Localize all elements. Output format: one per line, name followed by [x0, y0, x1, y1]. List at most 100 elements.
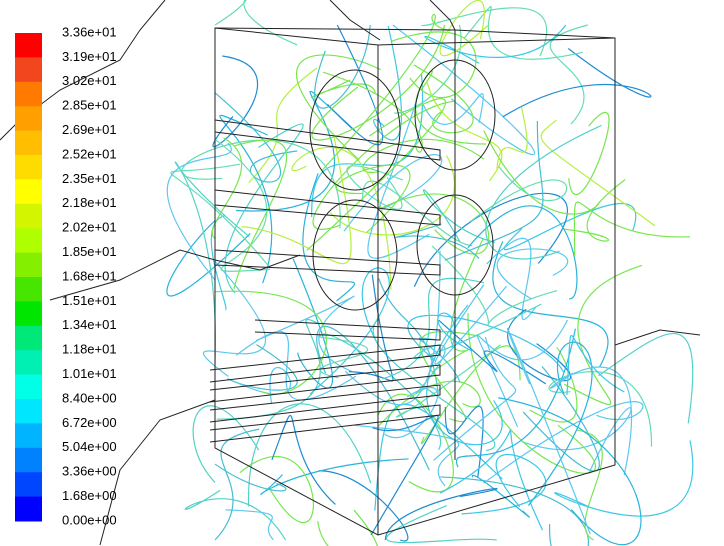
streamline: [568, 111, 610, 196]
box-edge: [377, 37, 616, 46]
streamline: [576, 429, 603, 541]
streamline: [311, 24, 446, 141]
contour-line: [329, 0, 381, 41]
streamline: [317, 509, 378, 546]
colorbar-swatch: [15, 81, 42, 107]
streamline: [239, 456, 315, 524]
streamline: [472, 474, 530, 518]
streamline: [241, 133, 352, 265]
colorbar-label: 1.51e+01: [62, 293, 117, 308]
streamline: [214, 92, 298, 183]
streamline: [214, 463, 287, 492]
streamline: [506, 328, 591, 535]
streamline: [314, 24, 371, 109]
streamline: [302, 173, 356, 302]
shelf: [214, 189, 441, 226]
streamline: [378, 380, 481, 427]
colorbar-swatch: [15, 155, 42, 180]
streamlines: [166, 0, 694, 546]
streamline: [362, 138, 485, 173]
colorbar-swatch: [15, 447, 42, 473]
streamline: [598, 333, 694, 424]
fan: [416, 194, 494, 296]
colorbar-swatch: [15, 325, 42, 351]
contour-line: [429, 0, 456, 31]
streamline: [192, 405, 260, 483]
streamline: [563, 179, 626, 242]
streamline: [382, 277, 485, 380]
colorbar-swatch: [15, 252, 42, 278]
streamline: [212, 55, 259, 148]
streamline: [496, 107, 528, 169]
streamline: [439, 429, 544, 531]
streamline: [438, 319, 547, 385]
streamline: [483, 130, 601, 215]
streamline: [377, 393, 454, 493]
streamline: [431, 245, 558, 326]
shelf: [209, 384, 441, 423]
streamline: [214, 290, 327, 395]
streamline: [503, 202, 637, 251]
colorbar-label: 8.40e+00: [62, 390, 117, 405]
shelf: [214, 119, 441, 161]
streamline: [483, 401, 644, 484]
streamline: [549, 24, 588, 125]
streamline: [235, 331, 357, 401]
streamline: [384, 387, 439, 439]
streamline: [467, 312, 596, 474]
streamline: [291, 146, 392, 290]
streamline: [422, 189, 495, 243]
streamline: [421, 7, 548, 57]
colorbar-label: 3.19e+01: [62, 49, 117, 64]
colorbar-swatch: [15, 33, 42, 58]
colorbar-label: 2.18e+01: [62, 195, 117, 210]
streamline: [407, 314, 565, 374]
shelf: [214, 249, 441, 276]
streamline: [211, 137, 243, 240]
streamline: [426, 304, 503, 446]
shelf: [209, 404, 441, 443]
streamline: [444, 120, 544, 261]
streamline: [170, 163, 270, 267]
streamline: [296, 54, 381, 161]
colorbar-label: 1.34e+01: [62, 317, 117, 332]
streamline: [463, 5, 583, 60]
colorbar-swatch: [15, 130, 42, 156]
streamline: [378, 278, 439, 394]
streamline: [319, 336, 368, 379]
streamline: [237, 366, 291, 404]
streamline: [309, 267, 390, 395]
colorbar-label: 2.69e+01: [62, 122, 117, 137]
streamline: [554, 440, 694, 517]
streamline: [214, 0, 298, 46]
streamline: [566, 335, 625, 396]
streamline: [485, 124, 602, 260]
streamline: [214, 138, 271, 272]
streamline: [422, 93, 484, 125]
streamline: [461, 454, 547, 515]
streamline: [433, 336, 517, 461]
streamline: [260, 458, 409, 495]
colorbar-swatch: [15, 106, 42, 132]
streamline: [271, 415, 336, 505]
streamline: [214, 428, 260, 541]
streamline: [346, 165, 404, 210]
streamline: [354, 424, 460, 487]
colorbar-label: 2.52e+01: [62, 146, 117, 161]
colorbar-label: 1.01e+01: [62, 366, 117, 381]
colorbar-swatch: [15, 301, 42, 327]
shelf: [209, 344, 441, 383]
streamline: [467, 205, 578, 300]
streamline: [431, 238, 484, 373]
streamline: [166, 142, 232, 281]
streamline: [470, 166, 568, 222]
colorbar-label: 3.36e+00: [62, 464, 117, 479]
colorbar-label: 3.02e+01: [62, 73, 117, 88]
streamline: [348, 274, 394, 382]
colorbar-swatch: [15, 399, 42, 424]
streamline: [548, 371, 653, 447]
streamline: [202, 261, 267, 377]
colorbar-label: 2.02e+01: [62, 220, 117, 235]
shelf: [254, 319, 441, 341]
colorbar-swatch: [15, 350, 42, 376]
